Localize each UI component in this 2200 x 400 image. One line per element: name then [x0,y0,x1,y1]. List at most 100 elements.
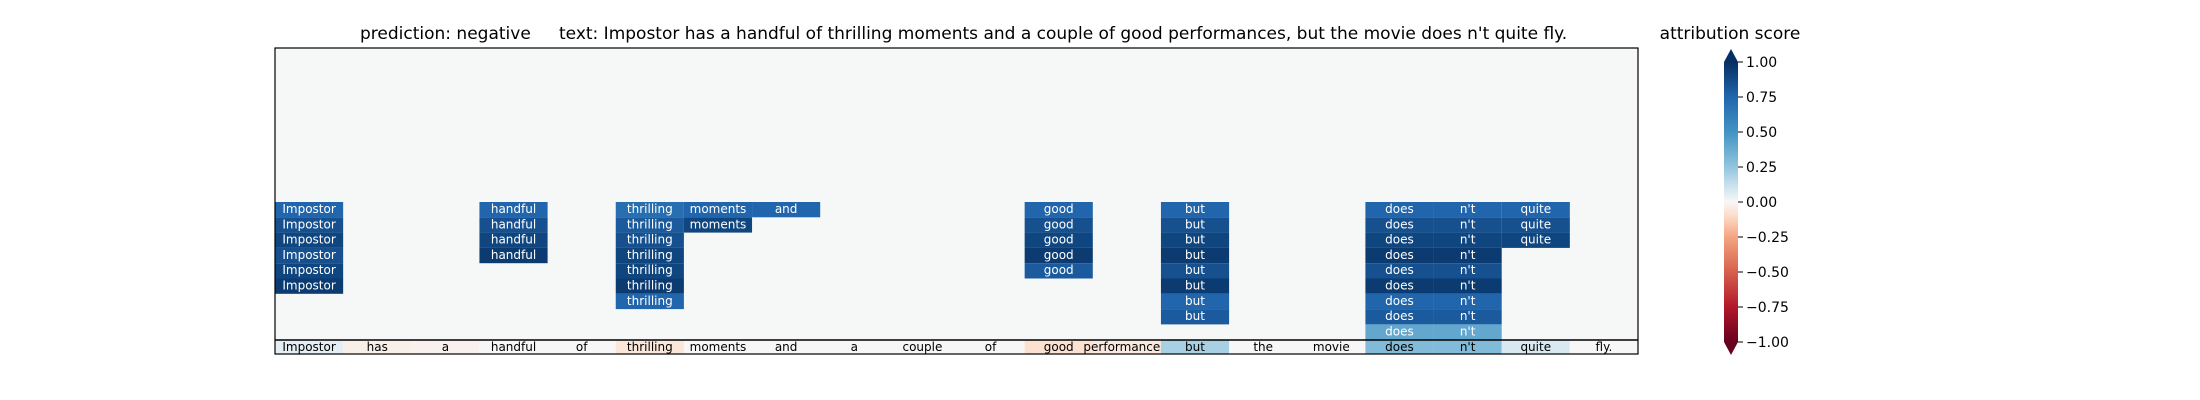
attribution-cell [1024,232,1093,248]
chart-title-text: text: Impostor has a handful of thrillin… [559,24,1567,44]
attribution-cell-label: does [1385,233,1414,247]
attribution-cell [479,217,548,233]
attribution-cell-label: quite [1520,202,1551,216]
token-label: a [442,340,449,354]
attribution-cell-label: handful [491,202,536,216]
token-cell [1365,340,1434,354]
attribution-cell [1501,232,1570,248]
token-cell [1160,340,1230,354]
token-label: moments [690,340,747,354]
attribution-cell-label: but [1185,248,1205,262]
token-label: movie [1313,340,1350,354]
attribution-cell [1433,278,1502,294]
attribution-cell [275,232,344,248]
attribution-cell [1433,217,1502,233]
attribution-cell-label: quite [1520,233,1551,247]
attribution-cell [275,202,344,218]
attribution-cell-label: does [1385,217,1414,231]
token-label: the [1253,340,1273,354]
attribution-cell-label: but [1185,279,1205,293]
attribution-cell-label: but [1185,202,1205,216]
attribution-cell [1024,202,1093,218]
token-cell [1229,340,1298,354]
attribution-cell [275,278,344,294]
token-label: quite [1520,340,1551,354]
token-cell [1297,340,1366,354]
attribution-cell [615,247,684,264]
token-label: of [576,340,588,354]
heatmap-frame [274,47,1639,355]
attribution-cell [1433,263,1502,279]
attribution-cell-label: Impostor [282,202,335,216]
token-cell [479,340,548,354]
attribution-cell [683,202,753,218]
attribution-cell [479,232,548,248]
token-label: handful [491,340,536,354]
token-cell [411,340,480,354]
attribution-cell-label: n't [1460,217,1476,231]
token-label: and [775,340,798,354]
colorbar-extend-top [1724,49,1738,62]
attribution-cell-label: n't [1460,248,1476,262]
attribution-cell [479,202,548,218]
token-cell [752,340,821,354]
attribution-cell [1365,309,1434,325]
token-label: of [985,340,997,354]
attribution-cell [1160,202,1230,218]
attribution-cell [615,293,684,310]
attribution-cell-label: does [1385,202,1414,216]
colorbar-tick-label: 0.50 [1746,125,1777,141]
token-row: Impostor has a handful of thrilling moments and… [275,340,1638,354]
token-cell [343,340,412,354]
attribution-cell-label: Impostor [282,279,335,293]
token-cell [888,340,957,354]
attribution-cell-label: but [1185,294,1205,308]
attribution-cell [1024,217,1093,233]
attribution-cell [1024,247,1093,264]
attribution-cell [1501,202,1570,218]
attribution-cell-label: n't [1460,263,1476,277]
attribution-cell-label: handful [491,217,536,231]
attribution-cell-label: thrilling [627,248,673,262]
token-cell [615,340,684,354]
token-label: good [1044,340,1074,354]
attribution-cell-label: Impostor [282,248,335,262]
attribution-cell-label: good [1044,263,1074,277]
attribution-cell-label: does [1385,324,1414,338]
colorbar-tick-label: −0.50 [1746,265,1789,281]
colorbar-tick-label: −1.00 [1746,335,1789,351]
attribution-cell [1160,247,1230,264]
attribution-cell-label: does [1385,248,1414,262]
attribution-cell [275,217,344,233]
attribution-cell [1024,263,1093,279]
token-cell [547,340,616,354]
attribution-cell [1365,278,1434,294]
attribution-cell-label: n't [1460,309,1476,323]
attribution-cell [275,263,344,279]
attribution-cell-label: thrilling [627,294,673,308]
attribution-cell-label: thrilling [627,217,673,231]
token-label: performances, [1083,340,1170,354]
colorbar: 1.00 0.75 0.50 0.25 0.00 −0.25 −0.50 −0.75 −1.00 [1724,49,1789,355]
attribution-cell-label: does [1385,279,1414,293]
attribution-cell-label: does [1385,309,1414,323]
token-cell [1024,340,1093,354]
colorbar-tick-label: 0.00 [1746,195,1777,211]
token-label: a [851,340,858,354]
token-cell [1569,340,1638,354]
attribution-cell [1160,278,1230,294]
attribution-cell [615,217,684,233]
attribution-cell-label: thrilling [627,233,673,247]
token-cell [275,340,344,354]
chart-title-prediction: prediction: negative [360,24,531,44]
attribution-cell [1433,247,1502,264]
colorbar-tick-label: −0.75 [1746,300,1789,316]
attribution-cell-label: n't [1460,233,1476,247]
token-cell [1433,340,1502,354]
attribution-cell [1160,263,1230,279]
attribution-cell [1365,202,1434,218]
attribution-cell-label: quite [1520,217,1551,231]
attribution-cell-label: but [1185,217,1205,231]
token-label: n't [1460,340,1476,354]
